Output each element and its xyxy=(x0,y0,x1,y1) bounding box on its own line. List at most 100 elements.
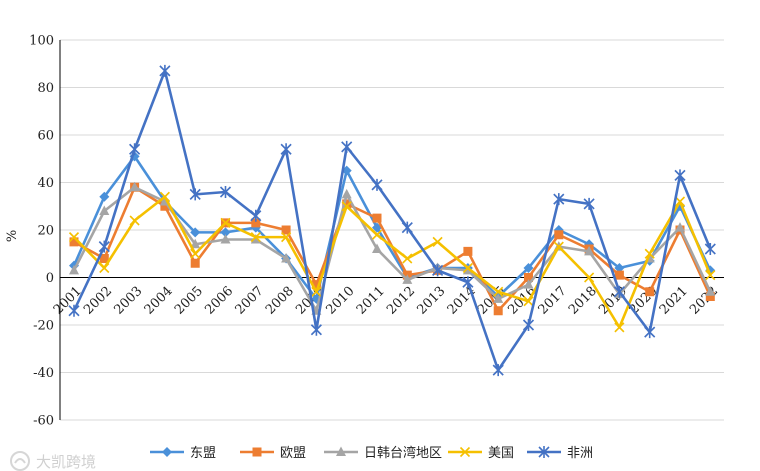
data-point xyxy=(553,241,564,252)
data-point xyxy=(584,245,595,256)
data-point xyxy=(674,196,686,207)
data-point xyxy=(341,140,353,153)
data-point xyxy=(220,217,231,228)
x-tick-label: 2012 xyxy=(384,284,418,318)
data-point xyxy=(523,279,534,289)
y-tick-label: 0 xyxy=(46,271,54,286)
series-line xyxy=(72,69,712,372)
data-point xyxy=(160,201,170,211)
data-point xyxy=(250,209,262,222)
data-point xyxy=(189,188,201,201)
legend-label: 日韩台湾地区 xyxy=(364,445,442,461)
data-point xyxy=(372,213,382,223)
x-tick-label: 2017 xyxy=(536,284,570,318)
data-point xyxy=(98,240,110,253)
data-point xyxy=(190,238,201,249)
x-tick-label: 2003 xyxy=(111,284,145,318)
data-point xyxy=(523,296,534,307)
y-tick-label: 100 xyxy=(29,34,54,49)
series-4 xyxy=(68,191,716,333)
x-tick-label: 2008 xyxy=(263,284,297,318)
x-tick-label: 2007 xyxy=(233,284,267,318)
x-tick-label: 2011 xyxy=(354,284,388,318)
data-point xyxy=(281,232,292,243)
data-point xyxy=(554,230,564,240)
data-point xyxy=(281,253,292,263)
data-point xyxy=(459,446,471,458)
data-point xyxy=(705,292,715,301)
data-point xyxy=(311,286,322,297)
data-point xyxy=(342,199,352,209)
legend-label: 美国 xyxy=(488,446,514,461)
data-point xyxy=(99,254,109,263)
legend-item: 欧盟 xyxy=(240,446,306,461)
data-point xyxy=(371,178,383,191)
data-point xyxy=(190,248,201,259)
data-point xyxy=(220,227,231,238)
legend-item: 日韩台湾地区 xyxy=(324,445,442,461)
data-point xyxy=(705,286,716,296)
data-point xyxy=(674,169,686,182)
data-point xyxy=(252,447,262,457)
data-point xyxy=(493,306,503,316)
data-point xyxy=(538,446,550,458)
data-point xyxy=(219,186,232,198)
x-tick-label: 2006 xyxy=(202,284,236,318)
data-point xyxy=(341,188,352,199)
data-point xyxy=(614,322,625,333)
data-point xyxy=(99,205,110,215)
x-tick-label: 2013 xyxy=(414,284,448,318)
data-point xyxy=(675,222,685,232)
legend-label: 非洲 xyxy=(567,446,593,461)
y-axis-label: % xyxy=(5,230,20,242)
data-point xyxy=(524,273,533,282)
y-tick-label: -20 xyxy=(33,319,54,334)
data-point xyxy=(584,272,595,283)
watermark-text: 大凯跨境 xyxy=(36,453,96,471)
data-point xyxy=(432,236,443,247)
data-point xyxy=(311,280,321,290)
x-axis-ticks: 2001200220032004200520062007200820092010… xyxy=(51,284,721,318)
y-axis-ticks: 100 80 60 40 20 0 -20 -40 -60 xyxy=(29,34,54,429)
legend: 东盟 欧盟 日韩台湾地区 美国 非洲 xyxy=(150,445,593,461)
data-point xyxy=(190,227,201,238)
y-tick-label: 40 xyxy=(37,176,54,191)
data-point xyxy=(402,274,413,284)
data-point xyxy=(614,263,625,273)
y-tick-label: 80 xyxy=(37,81,54,96)
data-point xyxy=(704,243,716,255)
data-point xyxy=(553,193,565,206)
x-tick-label: 2010 xyxy=(324,284,358,318)
data-point xyxy=(129,181,140,192)
data-point xyxy=(69,237,79,247)
legend-label: 东盟 xyxy=(190,446,216,461)
data-point xyxy=(372,243,382,253)
data-point xyxy=(190,258,200,268)
data-point xyxy=(493,286,504,297)
data-point xyxy=(522,319,535,331)
x-tick-label: 2004 xyxy=(142,284,176,318)
data-point xyxy=(493,293,504,303)
data-point xyxy=(251,218,261,228)
legend-item: 美国 xyxy=(448,446,514,461)
data-point xyxy=(68,304,80,317)
series-1 xyxy=(69,151,716,304)
legend-item: 东盟 xyxy=(150,446,216,461)
y-tick-label: 60 xyxy=(37,129,54,144)
data-point xyxy=(705,270,716,281)
data-point xyxy=(69,264,79,275)
data-point xyxy=(310,323,322,336)
data-point xyxy=(336,446,346,456)
data-point xyxy=(99,191,110,202)
data-point xyxy=(250,234,261,244)
watermark: 大凯跨境 xyxy=(10,451,96,471)
data-point xyxy=(99,262,110,274)
x-tick-label: 2021 xyxy=(657,284,691,318)
data-point xyxy=(68,232,80,243)
legend-label: 欧盟 xyxy=(280,446,306,461)
data-point xyxy=(402,253,413,264)
series-line xyxy=(72,155,712,301)
data-point xyxy=(432,264,444,277)
data-point xyxy=(220,234,231,244)
